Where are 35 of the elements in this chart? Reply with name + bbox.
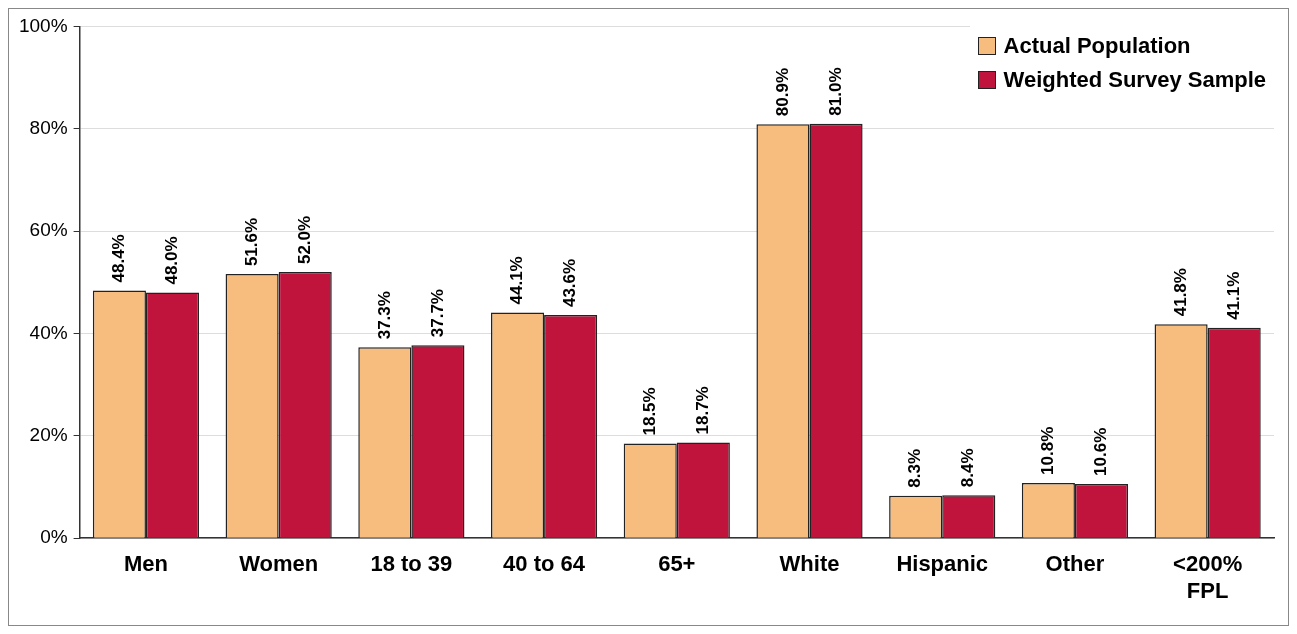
x-tick-label: 65+ [658, 551, 696, 577]
x-tick-label: Other [1045, 551, 1105, 577]
data-label: 81.0% [825, 67, 845, 116]
data-label: 10.8% [1038, 426, 1058, 475]
y-tick-label: 40% [29, 321, 68, 343]
data-label: 51.6% [241, 217, 261, 267]
x-tick-label: <200% FPL [1173, 551, 1243, 603]
x-tick-label: White [779, 551, 840, 577]
data-label: 48.4% [109, 234, 129, 283]
x-tick-label: Women [239, 551, 319, 577]
legend-label: Actual Population [1003, 33, 1191, 59]
data-label: 10.6% [1091, 427, 1111, 476]
legend-label: Weighted Survey Sample [1003, 67, 1266, 93]
data-label: 37.3% [374, 291, 394, 340]
data-label: 18.5% [639, 387, 659, 436]
data-label: 48.0% [162, 236, 182, 285]
y-tick-label: 100% [18, 14, 68, 36]
data-label: 52.0% [294, 215, 314, 265]
data-label: 8.4% [958, 448, 978, 488]
data-label: 44.1% [507, 256, 527, 305]
data-label: 41.8% [1170, 268, 1190, 317]
data-label: 18.7% [693, 386, 713, 435]
x-tick-label: 18 to 39 [370, 551, 453, 577]
data-label: 8.3% [905, 448, 925, 488]
y-tick-label: 60% [29, 219, 68, 241]
y-tick-label: 0% [40, 526, 68, 548]
y-tick-label: 80% [29, 116, 68, 138]
data-label: 37.7% [427, 289, 447, 338]
x-tick-label: Hispanic [896, 551, 989, 577]
data-label: 80.9% [772, 67, 792, 117]
x-tick-label: Men [123, 551, 168, 577]
data-label: 41.1% [1223, 271, 1243, 320]
data-label: 43.6% [560, 258, 580, 308]
y-tick-label: 20% [29, 424, 68, 446]
x-tick-label: 40 to 64 [503, 551, 586, 577]
